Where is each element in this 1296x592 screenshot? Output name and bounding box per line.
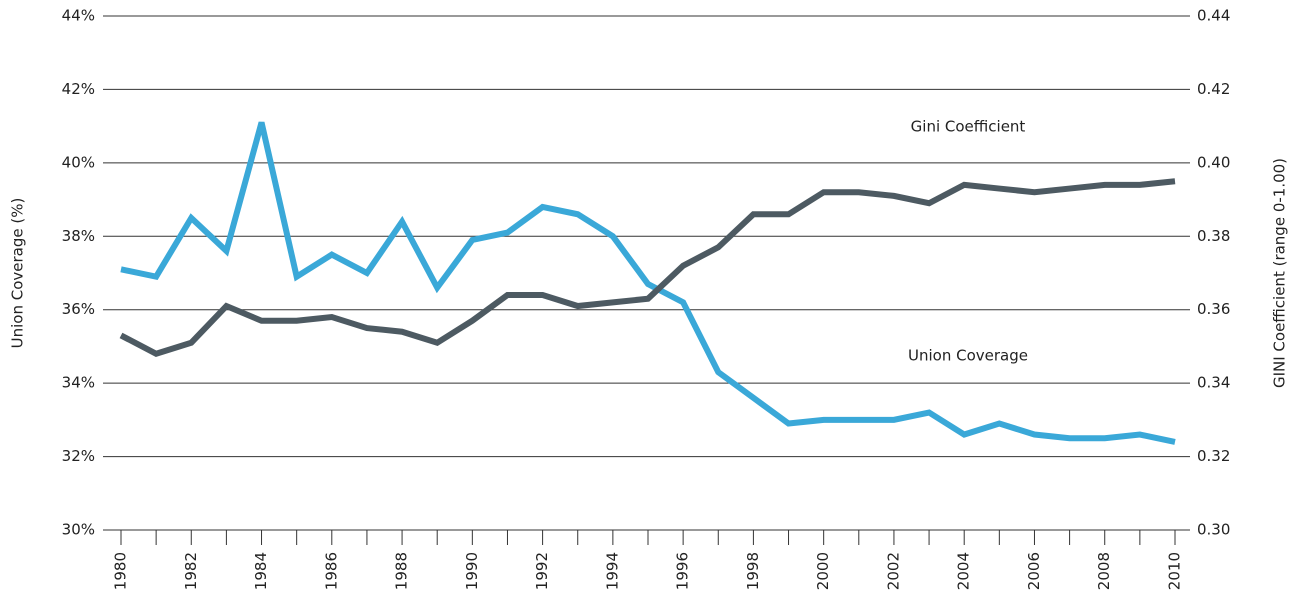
x-tick-label: 2000 xyxy=(814,552,832,590)
y-tick-label: 36% xyxy=(62,300,95,318)
x-tick-label: 1994 xyxy=(603,552,621,590)
x-tick-label: 1980 xyxy=(112,552,130,590)
x-tick-label: 2008 xyxy=(1095,552,1113,590)
x-tick-label: 1998 xyxy=(744,552,762,590)
y2-tick-label: 0.38 xyxy=(1197,227,1230,245)
x-tick-label: 2010 xyxy=(1166,552,1184,590)
y2-tick-label: 0.40 xyxy=(1197,153,1230,171)
x-tick-label: 1982 xyxy=(182,552,200,590)
x-tick-label: 2002 xyxy=(884,552,902,590)
y2-tick-label: 0.42 xyxy=(1197,80,1230,98)
x-tick-label: 1986 xyxy=(322,552,340,590)
y2-tick-label: 0.32 xyxy=(1197,447,1230,465)
y-tick-label: 38% xyxy=(62,227,95,245)
y2-tick-label: 0.44 xyxy=(1197,7,1230,25)
y-axis-label: Union Coverage (%) xyxy=(9,198,27,349)
y-tick-label: 40% xyxy=(62,153,95,171)
y-tick-label: 44% xyxy=(62,7,95,25)
x-tick-label: 1984 xyxy=(252,552,270,590)
x-tick-label: 1990 xyxy=(463,552,481,590)
y2-axis-label: GINI Coefficient (range 0-1.00) xyxy=(1271,158,1289,388)
y-tick-label: 42% xyxy=(62,80,95,98)
series-line xyxy=(120,121,1176,445)
y2-tick-label: 0.34 xyxy=(1197,374,1230,392)
y-tick-label: 32% xyxy=(62,447,95,465)
y-tick-label: 30% xyxy=(62,521,95,539)
y2-tick-label: 0.36 xyxy=(1197,300,1230,318)
y-tick-label: 34% xyxy=(62,374,95,392)
x-tick-label: 2006 xyxy=(1025,552,1043,590)
y2-tick-label: 0.30 xyxy=(1197,521,1230,539)
x-tick-label: 2004 xyxy=(955,552,973,590)
x-tick-label: 1996 xyxy=(674,552,692,590)
x-tick-label: 1988 xyxy=(393,552,411,590)
x-tick-label: 1992 xyxy=(533,552,551,590)
series-label: Union Coverage xyxy=(908,347,1028,365)
series-label: Gini Coefficient xyxy=(911,118,1026,136)
series-line xyxy=(119,178,1176,358)
